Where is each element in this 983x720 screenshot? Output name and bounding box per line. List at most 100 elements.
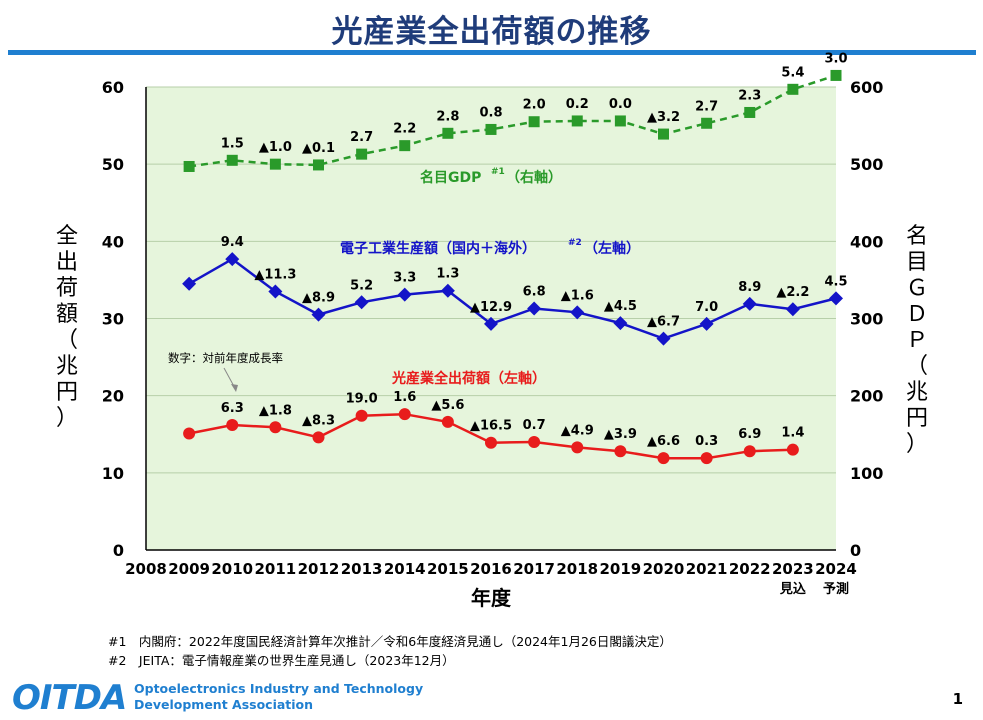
y-axis-right-label: 名目 Ｇ Ｄ Ｐ （兆円） — [904, 224, 930, 458]
axis-label-char: 出 — [55, 250, 78, 275]
series-label-electronics: 電子工業生産額（国内＋海外） — [340, 240, 536, 257]
axis-label-char: 目 — [905, 250, 928, 275]
data-point — [226, 418, 239, 431]
data-label: ▲8.3 — [302, 413, 335, 428]
data-point — [571, 115, 583, 127]
data-point — [571, 441, 584, 454]
axis-label-char: 兆 — [905, 380, 928, 405]
data-label: 0.3 — [695, 434, 718, 449]
data-label: ▲6.7 — [647, 315, 680, 330]
y-tick-left-label: 40 — [102, 232, 124, 251]
series-label-electronics-footnote: #2 — [568, 238, 582, 248]
x-tick-label: 2023 — [772, 560, 814, 578]
series-line — [188, 74, 837, 168]
data-point — [743, 445, 756, 458]
data-label: 0.0 — [609, 97, 632, 112]
data-label: 5.4 — [781, 65, 804, 80]
axis-label-char: ） — [55, 406, 78, 431]
footnote-1: #1 内閣府：2022年度国民経済計算年次推計／令和6年度経済見通し（2024年… — [108, 634, 672, 649]
data-label: 3.3 — [393, 271, 416, 286]
data-label: ▲8.9 — [302, 291, 335, 306]
data-point — [613, 316, 628, 331]
y-tick-left-label: 60 — [102, 78, 124, 97]
data-label: 6.3 — [221, 401, 244, 416]
logo-mark: OITDA — [12, 678, 127, 718]
data-point — [614, 445, 627, 458]
x-tick-sublabel: 見込 — [779, 581, 807, 597]
data-label: 6.9 — [738, 427, 761, 442]
data-point — [398, 408, 411, 421]
series-label-gdp: 名目GDP — [420, 169, 481, 186]
data-label: 5.2 — [350, 278, 373, 293]
x-tick-label: 2012 — [298, 560, 340, 578]
data-point — [700, 452, 713, 465]
axis-label-char: 名 — [905, 224, 928, 249]
data-point — [312, 431, 325, 444]
data-point — [442, 127, 454, 139]
data-label: 1.4 — [781, 426, 804, 441]
data-point — [699, 316, 714, 331]
data-point — [183, 427, 196, 440]
y-tick-right-label: 500 — [850, 155, 883, 174]
data-point — [528, 116, 540, 128]
series-label-gdp-axis: （右軸） — [506, 169, 562, 186]
logo-organization-name: Optoelectronics Industry and Technology … — [134, 681, 423, 713]
data-point — [570, 305, 585, 320]
data-label: 2.0 — [523, 98, 546, 113]
data-point — [226, 154, 238, 166]
data-point — [528, 435, 541, 448]
data-point — [830, 69, 842, 81]
data-label: ▲12.9 — [470, 300, 512, 315]
y-tick-right-label: 600 — [850, 78, 883, 97]
data-point — [787, 83, 799, 95]
data-label: 19.0 — [346, 392, 378, 407]
data-point — [399, 140, 411, 152]
data-label: 0.8 — [479, 105, 502, 120]
data-point — [614, 115, 626, 127]
y-tick-right-label: 100 — [850, 464, 883, 483]
x-tick-label: 2013 — [341, 560, 383, 578]
axis-label-char: 荷 — [55, 276, 78, 301]
data-point — [657, 452, 670, 465]
y-axis-left-label: 全出荷額（兆円） — [54, 224, 80, 432]
data-label: ▲2.2 — [776, 285, 809, 300]
data-label: 2.7 — [695, 99, 718, 114]
data-point — [829, 291, 843, 306]
x-tick-label: 2014 — [384, 560, 426, 578]
data-point — [183, 160, 195, 172]
axis-label-char: （ — [905, 354, 928, 379]
data-label: 1.5 — [221, 136, 244, 151]
data-label: 9.4 — [221, 235, 244, 250]
axis-label-char: Ｐ — [905, 328, 928, 353]
data-point — [656, 331, 671, 346]
x-tick-label: 2021 — [686, 560, 728, 578]
footnote-2: #2 JEITA：電子情報産業の世界生産見通し（2023年12月） — [108, 653, 455, 668]
data-point — [484, 316, 498, 331]
axis-label-char: 円 — [55, 380, 78, 405]
data-label: 7.0 — [695, 300, 718, 315]
x-tick-label: 2008 — [125, 560, 167, 578]
data-point — [485, 123, 497, 135]
data-point — [182, 276, 197, 291]
logo-line-2: Development Association — [134, 697, 314, 712]
data-point — [485, 436, 497, 449]
data-point — [397, 287, 412, 302]
x-axis-label: 年度 — [471, 586, 512, 610]
data-label: ▲4.5 — [604, 299, 637, 314]
y-tick-right-label: 400 — [850, 232, 883, 251]
data-label: ▲6.6 — [647, 434, 680, 449]
axis-label-char: 額 — [55, 302, 78, 327]
x-tick-label: 2024 — [815, 560, 857, 578]
series-label-optical: 光産業全出荷額（左軸） — [391, 370, 546, 387]
y-tick-left-label: 0 — [113, 541, 124, 560]
data-point — [268, 284, 283, 299]
series-line — [188, 257, 837, 340]
x-tick-label: 2022 — [729, 560, 771, 578]
data-label: 0.2 — [566, 97, 589, 112]
data-point — [785, 302, 800, 317]
data-label: 4.5 — [824, 274, 847, 289]
y-tick-right-label: 0 — [850, 541, 861, 560]
page-title: 光産業全出荷額の推移 — [331, 14, 652, 50]
y-tick-left-label: 30 — [102, 310, 124, 329]
